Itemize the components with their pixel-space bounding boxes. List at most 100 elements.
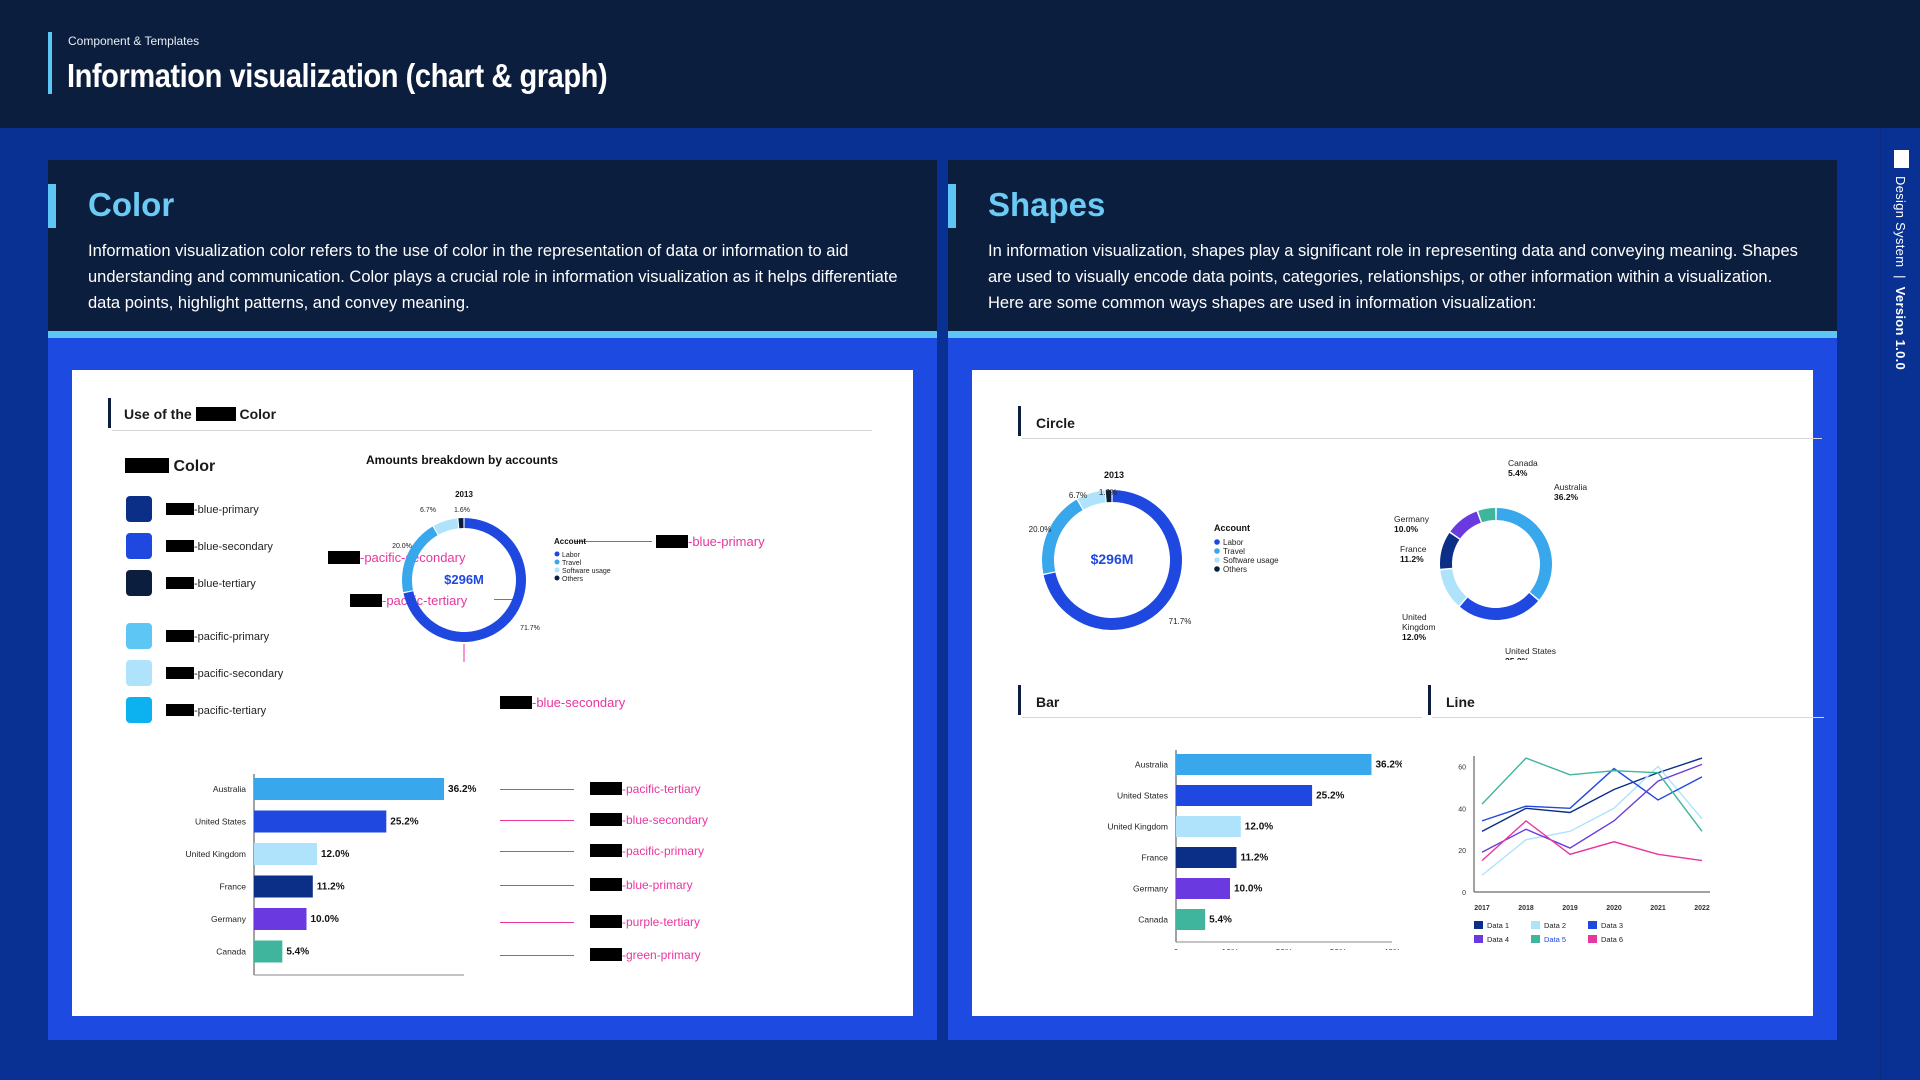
bar-callout-text: -pacific-tertiary bbox=[622, 782, 701, 796]
legend-label: Data 4 bbox=[1487, 935, 1509, 944]
slice-label: 10.0% bbox=[1394, 524, 1419, 534]
section-accent bbox=[1018, 406, 1021, 436]
color-panel-header: Color Information visualization color re… bbox=[48, 160, 937, 338]
circle-title: Circle bbox=[1036, 415, 1075, 431]
bar-value-label: 5.4% bbox=[286, 947, 309, 958]
x-tick-label: 2021 bbox=[1650, 905, 1666, 912]
legend-swatch bbox=[1588, 921, 1597, 929]
x-tick-label: 2017 bbox=[1474, 905, 1490, 912]
x-tick-label: 2022 bbox=[1694, 905, 1710, 912]
donut-slice bbox=[1459, 592, 1539, 620]
redacted-block bbox=[166, 577, 194, 589]
legend-dot bbox=[554, 575, 560, 581]
donut-slice bbox=[458, 518, 464, 529]
x-tick-label: 2018 bbox=[1518, 905, 1534, 912]
donut-center-value: $296M bbox=[444, 572, 484, 587]
color-swatch bbox=[126, 697, 152, 723]
redacted-block bbox=[590, 948, 622, 961]
slice-label: 6.7% bbox=[1069, 491, 1087, 500]
x-tick-label: 10% bbox=[1221, 947, 1238, 950]
redacted-block bbox=[195, 407, 236, 421]
swatch-label: -blue-secondary bbox=[166, 540, 273, 553]
redacted-block bbox=[350, 594, 382, 607]
legend-label: Labor bbox=[562, 552, 581, 559]
color-card: Use of the Color Color -blue-primary -blu… bbox=[72, 370, 913, 1016]
section-title: Use of the Color bbox=[124, 406, 276, 422]
redacted-block bbox=[166, 630, 194, 642]
color-swatch bbox=[126, 623, 152, 649]
x-tick-label: 20% bbox=[1275, 947, 1292, 950]
redacted-block bbox=[328, 551, 360, 564]
legend-dot bbox=[554, 551, 560, 557]
breadcrumb[interactable]: Component & Templates bbox=[68, 34, 200, 48]
shapes-description: In information visualization, shapes pla… bbox=[988, 242, 1798, 312]
legend-swatch bbox=[1474, 935, 1483, 943]
section-title-pre: Use of the bbox=[124, 406, 192, 422]
line-chart: 0 20 40 60 2017 2018 2019 2020 2021 2022 Data 1 Dat… bbox=[1458, 756, 1710, 944]
section-title-post: Color bbox=[239, 406, 277, 422]
bar-value-label: 10.0% bbox=[311, 914, 339, 925]
slice-name: Australia bbox=[1554, 482, 1587, 492]
section-divider bbox=[1022, 717, 1422, 718]
color-swatch bbox=[126, 533, 152, 559]
design-system-label: Design System | Version 1.0.0 bbox=[1893, 176, 1908, 370]
x-tick-label: 2020 bbox=[1606, 905, 1622, 912]
callout-line bbox=[574, 541, 652, 542]
heading-accent bbox=[48, 184, 56, 228]
category-label: United Kingdom bbox=[1108, 822, 1168, 832]
redacted-block bbox=[166, 540, 194, 552]
color-swatch bbox=[126, 570, 152, 596]
legend-label: Data 1 bbox=[1487, 921, 1509, 930]
version-label: Version 1.0.0 bbox=[1893, 286, 1908, 371]
donut-slice bbox=[1478, 508, 1496, 523]
legend-title: Account bbox=[1214, 523, 1250, 533]
legend-dot bbox=[1214, 557, 1220, 563]
callout-line bbox=[500, 955, 574, 956]
donut-slice bbox=[1450, 511, 1481, 539]
category-label: United Kingdom bbox=[186, 849, 246, 859]
callout-pacific-tertiary: -pacific-tertiary bbox=[350, 593, 467, 608]
legend-label: Travel bbox=[562, 560, 582, 567]
swatch-label: -blue-tertiary bbox=[166, 577, 256, 590]
legend-dot bbox=[1214, 566, 1220, 572]
side-rail: Design System | Version 1.0.0 bbox=[1880, 128, 1920, 1080]
bar bbox=[1176, 847, 1237, 868]
callout-line bbox=[500, 820, 574, 821]
slice-name: France bbox=[1400, 544, 1427, 554]
x-tick-label: 30% bbox=[1329, 947, 1346, 950]
legend-swatch bbox=[1474, 921, 1483, 929]
callout-blue-primary: -blue-primary bbox=[656, 534, 765, 549]
shapes-panel-header: Shapes In information visualization, sha… bbox=[948, 160, 1837, 338]
section-divider bbox=[1432, 717, 1824, 718]
heading-accent bbox=[948, 184, 956, 228]
slice-label: 71.7% bbox=[520, 625, 540, 632]
chart-year: 2013 bbox=[1104, 470, 1124, 480]
bar bbox=[254, 778, 445, 800]
bar-callout-text: -blue-primary bbox=[622, 878, 693, 892]
slice-label: 6.7% bbox=[420, 507, 436, 514]
slice-label: 25.2% bbox=[1505, 656, 1530, 660]
bar-callout: -blue-secondary bbox=[590, 813, 708, 827]
bar-value-label: 36.2% bbox=[1375, 760, 1402, 771]
bar bbox=[254, 940, 283, 963]
legend-dot bbox=[554, 559, 560, 565]
legend-label: Data 6 bbox=[1601, 935, 1623, 944]
swatch-label-text: -blue-tertiary bbox=[194, 578, 256, 590]
color-panel: Color Information visualization color re… bbox=[48, 160, 937, 1040]
bar bbox=[1176, 754, 1372, 775]
bar-callout: -pacific-primary bbox=[590, 844, 704, 858]
series-line bbox=[1481, 765, 1703, 876]
swatch-label: -pacific-primary bbox=[166, 630, 269, 643]
category-label: Australia bbox=[1135, 760, 1168, 770]
palette-title: Color bbox=[125, 458, 215, 476]
redacted-block bbox=[590, 844, 622, 857]
bar bbox=[1176, 816, 1241, 837]
section-accent bbox=[1428, 685, 1431, 715]
bar-value-label: 12.0% bbox=[321, 849, 349, 860]
y-tick-label: 0 bbox=[1462, 890, 1466, 897]
bar-callout-text: -pacific-primary bbox=[622, 844, 705, 858]
donut-slice bbox=[1105, 490, 1112, 503]
slice-label: 12.0% bbox=[1402, 632, 1427, 642]
donut-chart-accounts: Amounts breakdown by accounts 2013 71.7% 20… bbox=[366, 453, 611, 662]
category-label: Australia bbox=[213, 784, 246, 794]
